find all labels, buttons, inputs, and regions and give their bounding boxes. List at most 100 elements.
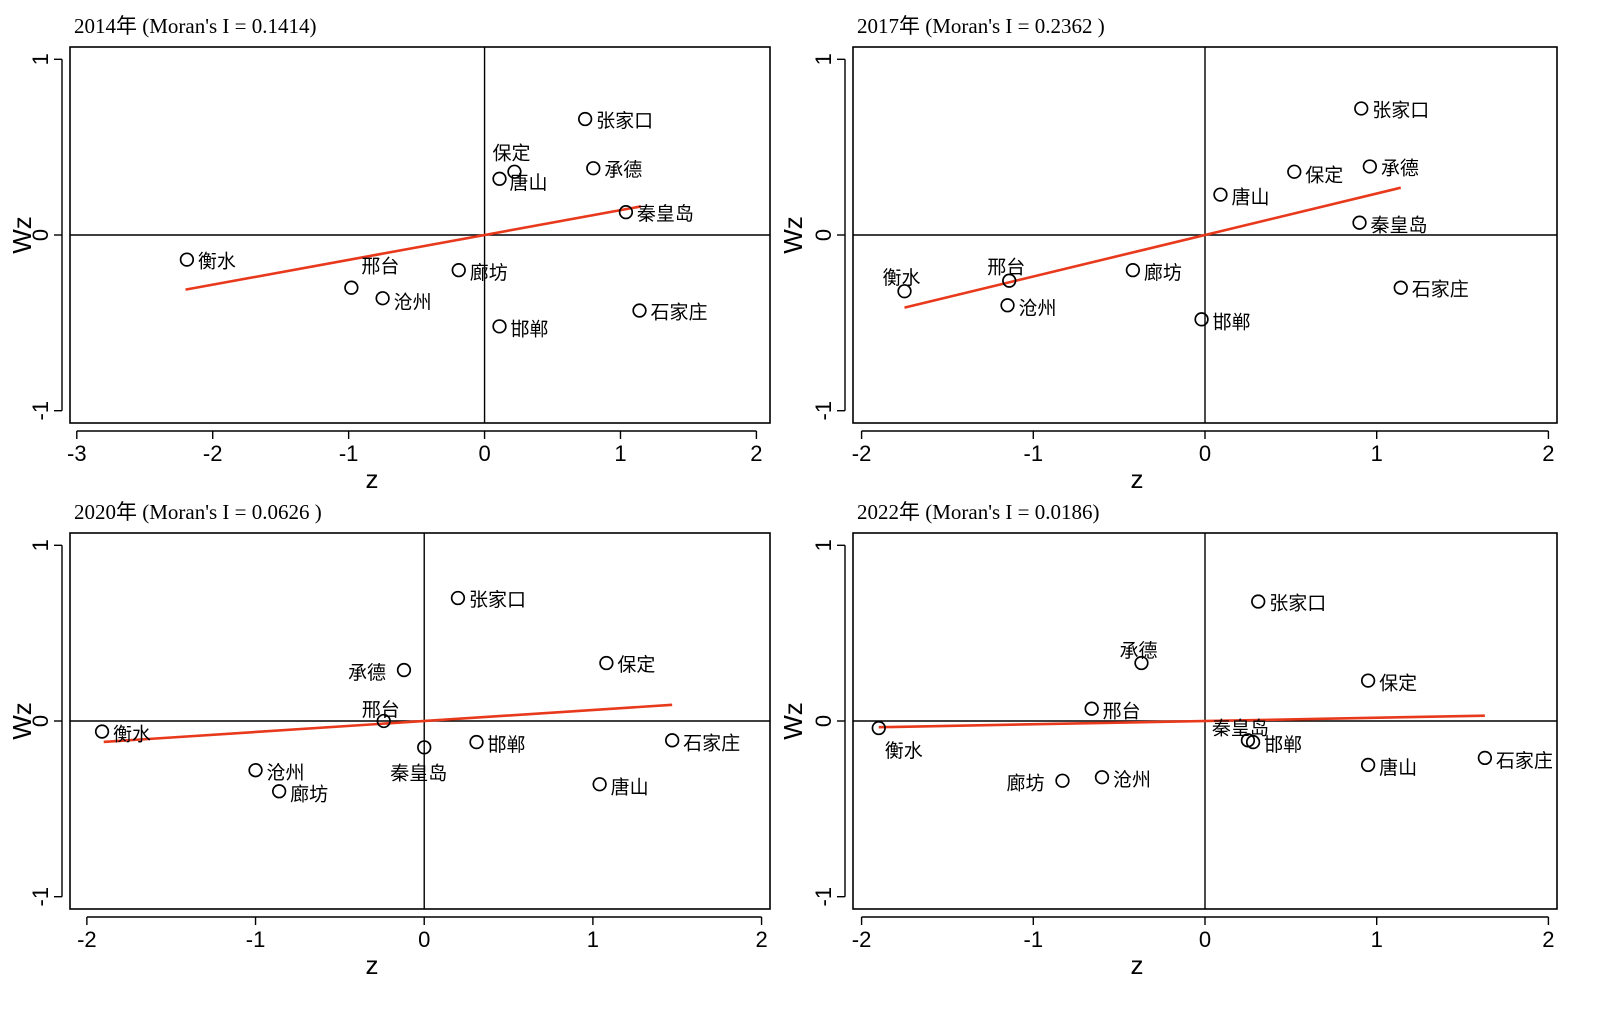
scatter-point — [1393, 280, 1408, 295]
point-label: 石家庄 — [683, 732, 740, 754]
scatter-point — [1251, 594, 1266, 609]
panel-1: 2014年 (Moran's I = 0.1414) -1 0 1 Wz -3 -2 -1 0 1… — [7, 14, 771, 494]
scatter-point — [1194, 312, 1209, 327]
scatter-point — [1245, 734, 1261, 750]
scatter-point — [1094, 770, 1110, 785]
x-tick-label: -1 — [1024, 441, 1044, 466]
panel-2: 2017年 (Moran's I = 0.2362 ) -1 0 1 Wz -2 -1 0 1 2… — [778, 14, 1558, 494]
x-tick-label: 1 — [1371, 927, 1383, 952]
y-tick-label: -1 — [811, 887, 836, 907]
point-label: 保定 — [1379, 673, 1417, 695]
point-label: 邢台 — [1103, 701, 1141, 723]
y-axis-label: Wz — [7, 702, 37, 740]
chart-title: 2017年 (Moran's I = 0.2362 ) — [857, 14, 1105, 38]
point-label: 唐山 — [1231, 187, 1269, 209]
y-tick-label: 0 — [28, 715, 53, 727]
scatter-point — [586, 161, 601, 176]
chart-title: 2020年 (Moran's I = 0.0626 ) — [74, 500, 322, 524]
y-tick-label: 1 — [28, 53, 53, 65]
scatter-point — [451, 262, 466, 278]
point-label: 张家口 — [1372, 99, 1429, 121]
point-label: 沧州 — [1113, 769, 1151, 791]
scatter-point — [376, 713, 391, 729]
y-tick-label: -1 — [28, 401, 53, 421]
scatter-point — [492, 319, 507, 334]
scatter-point — [450, 590, 466, 606]
point-label: 承德 — [348, 662, 386, 684]
scatter-point — [1002, 273, 1017, 288]
point-label: 石家庄 — [651, 302, 708, 324]
scatter-point — [1354, 101, 1369, 116]
point-label: 邢台 — [987, 257, 1025, 279]
point-label: 廊坊 — [1144, 262, 1182, 284]
panel-4: 2022年 (Moran's I = 0.0186) -1 0 1 Wz -2 -1 0 1 2 z… — [778, 500, 1558, 980]
point-label: 石家庄 — [1496, 750, 1553, 772]
scatter-point — [871, 720, 886, 736]
point-label: 秦皇岛 — [390, 762, 447, 784]
point-label: 沧州 — [267, 762, 305, 784]
y-tick-label: 1 — [811, 53, 836, 65]
point-label: 沧州 — [1019, 297, 1057, 319]
y-tick-label: -1 — [811, 401, 836, 421]
y-tick-label: 0 — [811, 229, 836, 241]
scatter-point — [507, 164, 522, 179]
scatter-point — [1134, 655, 1149, 671]
scatter-point — [248, 763, 263, 778]
scatter-point — [592, 777, 607, 792]
point-label: 邯郸 — [488, 734, 526, 756]
x-tick-label: 1 — [587, 927, 599, 952]
point-label: 邢台 — [362, 699, 400, 721]
point-label: 廊坊 — [470, 262, 508, 284]
y-tick-label: 1 — [28, 539, 53, 551]
regression-line — [904, 186, 1402, 309]
panel-3: 2020年 (Moran's I = 0.0626 ) -1 0 1 Wz -2 -1 0 1 2… — [7, 500, 771, 980]
point-label: 衡水 — [883, 267, 921, 289]
x-tick-label: 2 — [1542, 927, 1554, 952]
scatter-point — [344, 280, 359, 295]
point-label: 衡水 — [113, 724, 151, 746]
point-label: 保定 — [492, 143, 530, 165]
x-tick-label: -1 — [246, 927, 266, 952]
scatter-point — [1287, 164, 1302, 179]
scatter-point — [897, 284, 912, 299]
x-tick-label: 2 — [1542, 441, 1554, 466]
scatter-point — [577, 111, 593, 127]
point-label: 邢台 — [361, 256, 399, 278]
regression-line — [185, 205, 642, 291]
scatter-point — [1000, 298, 1015, 313]
x-tick-label: 0 — [1199, 441, 1211, 466]
point-label: 衡水 — [885, 740, 923, 762]
chart-title: 2014年 (Moran's I = 0.1414) — [74, 14, 317, 38]
point-label: 秦皇岛 — [1212, 717, 1269, 739]
point-label: 唐山 — [510, 172, 548, 194]
point-label: 唐山 — [1379, 757, 1417, 779]
point-label: 廊坊 — [290, 783, 328, 805]
y-tick-label: 0 — [811, 715, 836, 727]
x-axis-label: z — [1131, 950, 1144, 980]
y-axis-label: Wz — [778, 702, 808, 740]
x-tick-label: 0 — [418, 927, 430, 952]
y-tick-label: 0 — [28, 229, 53, 241]
point-label: 保定 — [617, 654, 655, 676]
scatter-point — [618, 205, 634, 220]
x-tick-label: -1 — [339, 441, 359, 466]
scatter-point — [1360, 673, 1376, 688]
scatter-point — [492, 171, 507, 186]
scatter-point — [1362, 159, 1377, 174]
regression-line — [103, 703, 673, 744]
y-tick-label: 1 — [811, 539, 836, 551]
x-tick-label: -2 — [77, 927, 97, 952]
point-label: 承德 — [1119, 640, 1157, 662]
scatter-point — [1125, 262, 1141, 278]
x-tick-label: 1 — [1371, 441, 1383, 466]
scatter-point — [94, 724, 110, 739]
x-tick-label: -2 — [852, 927, 872, 952]
scatter-point — [417, 740, 432, 755]
regression-line — [878, 714, 1485, 729]
x-tick-label: 2 — [755, 927, 767, 952]
point-label: 张家口 — [1269, 593, 1326, 615]
point-label: 承德 — [1381, 157, 1419, 179]
scatter-point — [1084, 701, 1099, 716]
y-tick-label: -1 — [28, 887, 53, 907]
scatter-point — [1213, 187, 1228, 202]
